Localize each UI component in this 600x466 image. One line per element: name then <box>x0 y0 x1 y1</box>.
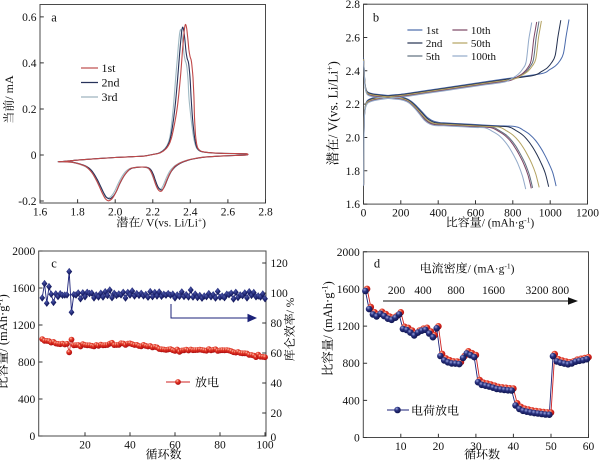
svg-text:/ mA: / mA <box>2 75 16 100</box>
svg-text:10th: 10th <box>471 25 491 37</box>
svg-text:2.0: 2.0 <box>346 133 361 145</box>
svg-text:60: 60 <box>271 348 283 360</box>
svg-text:d: d <box>374 257 381 271</box>
svg-text:1.8: 1.8 <box>70 207 85 219</box>
svg-text:2nd: 2nd <box>426 38 443 50</box>
svg-text:200: 200 <box>388 285 406 297</box>
svg-text:1000: 1000 <box>539 208 562 220</box>
svg-text:800: 800 <box>18 357 36 369</box>
svg-text:2.8: 2.8 <box>346 0 361 11</box>
svg-text:/ V(vs. Li/Li+): / V(vs. Li/Li+) <box>325 61 341 138</box>
svg-text:2.6: 2.6 <box>221 207 236 219</box>
svg-text:2000: 2000 <box>337 247 360 259</box>
svg-text:20: 20 <box>271 408 283 420</box>
svg-text:0: 0 <box>31 150 37 162</box>
svg-text:2.4: 2.4 <box>346 66 361 78</box>
svg-text:2.4: 2.4 <box>183 207 198 219</box>
svg-text:2.0: 2.0 <box>108 207 123 219</box>
svg-text:0: 0 <box>361 208 367 220</box>
svg-text:/ (mAh·g-1): / (mAh·g-1) <box>0 294 10 351</box>
svg-text:40: 40 <box>508 441 520 453</box>
svg-text:/ (mAh·g-1): / (mAh·g-1) <box>320 281 336 338</box>
svg-text:100: 100 <box>271 288 289 300</box>
svg-text:/ V(vs. Li/Li+): / V(vs. Li/Li+) <box>140 216 206 230</box>
svg-text:400: 400 <box>343 395 361 407</box>
svg-text:120: 120 <box>271 258 289 270</box>
svg-text:40: 40 <box>271 378 283 390</box>
svg-text:5th: 5th <box>426 51 441 63</box>
svg-text:400: 400 <box>414 285 432 297</box>
svg-text:0: 0 <box>29 431 35 443</box>
svg-text:/ %: / % <box>285 297 297 313</box>
svg-text:800: 800 <box>504 208 522 220</box>
svg-text:1200: 1200 <box>337 321 360 333</box>
svg-text:1.6: 1.6 <box>33 207 48 219</box>
svg-text:800: 800 <box>552 285 570 297</box>
svg-text:c: c <box>51 257 57 271</box>
svg-text:0: 0 <box>354 433 360 445</box>
svg-text:800: 800 <box>447 285 465 297</box>
svg-text:2.6: 2.6 <box>346 33 361 45</box>
svg-text:1600: 1600 <box>482 285 505 297</box>
svg-text:60: 60 <box>169 440 181 452</box>
svg-text:800: 800 <box>343 358 361 370</box>
svg-text:10: 10 <box>395 441 407 453</box>
svg-text:/ (mAh·g-1): / (mAh·g-1) <box>482 216 535 230</box>
svg-text:60: 60 <box>583 441 595 453</box>
svg-text:200: 200 <box>392 208 410 220</box>
svg-text:2nd: 2nd <box>102 76 120 90</box>
svg-text:1st: 1st <box>102 61 117 75</box>
svg-text:20: 20 <box>79 440 91 452</box>
svg-text:1200: 1200 <box>12 320 35 332</box>
svg-text:1.8: 1.8 <box>346 166 361 178</box>
svg-text:0.6: 0.6 <box>22 12 37 24</box>
svg-text:80: 80 <box>214 440 226 452</box>
svg-text:1600: 1600 <box>337 284 360 296</box>
svg-text:100th: 100th <box>471 51 497 63</box>
svg-text:1st: 1st <box>426 25 439 37</box>
svg-text:400: 400 <box>18 394 36 406</box>
svg-text:600: 600 <box>467 208 485 220</box>
svg-text:2.2: 2.2 <box>146 207 161 219</box>
svg-text:0.4: 0.4 <box>22 58 37 70</box>
svg-text:2000: 2000 <box>12 246 35 258</box>
svg-text:1200: 1200 <box>576 208 599 220</box>
svg-text:80: 80 <box>271 318 283 330</box>
svg-text:-0.2: -0.2 <box>18 196 36 208</box>
svg-text:2.2: 2.2 <box>346 99 361 111</box>
svg-text:0: 0 <box>271 432 277 444</box>
svg-text:30: 30 <box>470 441 482 453</box>
svg-text:b: b <box>373 11 379 25</box>
svg-text:a: a <box>51 11 57 25</box>
svg-text:3rd: 3rd <box>102 90 118 104</box>
svg-text:40: 40 <box>124 440 136 452</box>
svg-text:3200: 3200 <box>526 285 549 297</box>
svg-text:50: 50 <box>545 441 557 453</box>
svg-text:2.8: 2.8 <box>258 207 273 219</box>
svg-text:100: 100 <box>256 440 274 452</box>
svg-text:50th: 50th <box>471 38 491 50</box>
svg-text:20: 20 <box>433 441 445 453</box>
svg-text:0.2: 0.2 <box>22 104 37 116</box>
svg-text:1.6: 1.6 <box>346 199 361 211</box>
svg-text:400: 400 <box>430 208 448 220</box>
svg-text:1600: 1600 <box>12 283 35 295</box>
svg-text:/ (mA·g-1): / (mA·g-1) <box>468 262 515 276</box>
